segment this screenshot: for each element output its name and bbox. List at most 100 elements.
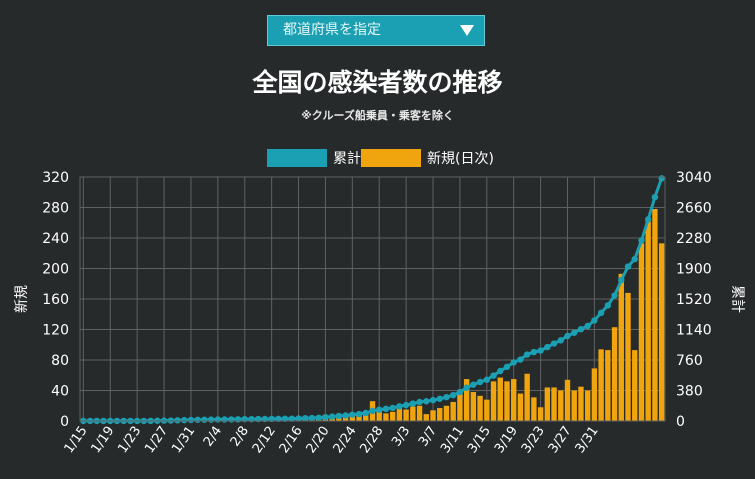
cumulative-point	[456, 388, 464, 396]
new-cases-bar	[625, 292, 631, 421]
y-left-tick-label: 80	[51, 353, 69, 369]
cumulative-point	[214, 416, 222, 423]
new-cases-bar	[558, 390, 564, 421]
cumulative-point	[402, 401, 410, 409]
x-tick-label: 1/27	[142, 424, 171, 457]
legend-label: 新規(日次)	[427, 151, 494, 167]
cumulative-point	[369, 407, 376, 415]
cumulative-line	[80, 175, 665, 425]
new-cases-bar	[537, 407, 544, 421]
prefecture-selector[interactable]: 都道府県を指定	[267, 15, 485, 46]
triangle-down-icon	[460, 25, 474, 36]
cumulative-point	[591, 317, 598, 324]
cumulative-point	[207, 416, 215, 423]
new-cases-bar	[484, 399, 490, 421]
y-left-tick-label: 280	[42, 201, 69, 217]
y-left-tick-label: 240	[42, 231, 69, 247]
cumulative-point	[530, 348, 538, 356]
new-cases-bar	[430, 410, 436, 421]
cumulative-point	[517, 356, 524, 363]
cumulative-point	[470, 381, 477, 388]
new-cases-bar	[457, 392, 463, 421]
y-left-tick-label: 120	[42, 323, 69, 339]
new-cases-bar	[389, 411, 396, 421]
cumulative-point	[308, 414, 316, 422]
x-tick-label: 2/16	[277, 424, 306, 457]
legend-swatch	[267, 149, 327, 167]
new-cases-bar	[658, 243, 665, 421]
cumulative-point	[631, 255, 638, 263]
new-cases-bar	[531, 397, 537, 421]
cumulative-point	[476, 378, 484, 386]
cumulative-point	[436, 395, 443, 402]
cumulative-point	[416, 398, 423, 406]
new-cases-bar	[383, 413, 389, 421]
x-tick-label: 2/20	[304, 424, 333, 457]
plot-frame	[79, 176, 666, 422]
y-left-tick-label: 160	[42, 292, 69, 308]
new-cases-bar	[450, 401, 456, 421]
page-title: 全国の感染者数の推移	[252, 68, 503, 97]
new-cases-bar	[584, 390, 591, 421]
cumulative-point	[355, 410, 363, 418]
cumulative-point	[275, 415, 282, 423]
new-cases-bar	[591, 368, 598, 421]
cumulative-point	[174, 417, 181, 424]
new-cases-bar	[544, 387, 551, 421]
cumulative-point	[571, 329, 578, 336]
new-cases-bar	[477, 395, 483, 421]
legend: 累計 新規(日次)	[267, 149, 494, 167]
new-cases-bar	[517, 393, 524, 421]
y-right-tick-label: 3040	[676, 170, 712, 186]
y-right-tick-label: 760	[676, 353, 703, 369]
y-right-tick-label: 380	[676, 384, 703, 400]
x-tick-label: 1/31	[169, 424, 198, 457]
new-cases-bar	[605, 350, 611, 421]
prefecture-selector-label: 都道府県を指定	[283, 22, 381, 38]
grid	[80, 176, 665, 422]
cumulative-point	[322, 413, 329, 421]
cumulative-point	[362, 409, 369, 417]
cumulative-point	[564, 332, 571, 340]
cumulative-point	[396, 403, 403, 410]
new-cases-bar	[490, 381, 497, 421]
new-cases-bar	[618, 273, 624, 421]
y-left-tick-label: 0	[60, 414, 69, 430]
y-right-tick-label: 2660	[676, 201, 712, 217]
cumulative-point	[389, 404, 396, 412]
page-subtitle: ※クルーズ船乗員・乗客を除く	[301, 109, 454, 122]
new-cases-bar	[511, 379, 517, 421]
new-cases-bar	[342, 416, 349, 421]
cumulative-point	[228, 416, 235, 423]
x-tick-label: 1/23	[115, 424, 144, 457]
new-cases-bar	[437, 408, 443, 421]
cumulative-point	[302, 414, 309, 422]
cumulative-point	[234, 416, 242, 423]
new-cases-bar	[632, 350, 638, 421]
cumulative-point	[429, 396, 437, 404]
new-cases-bar	[564, 379, 571, 421]
x-tick-label: 3/31	[573, 424, 602, 457]
cumulative-point	[651, 193, 659, 201]
cumulative-point	[328, 413, 336, 420]
legend-label: 累計	[333, 151, 361, 167]
new-cases-bar	[396, 405, 403, 421]
cumulative-point	[281, 415, 289, 422]
cumulative-point	[483, 376, 491, 383]
y-right-tick-label: 1900	[676, 262, 712, 278]
cumulative-point	[618, 276, 625, 284]
cumulative-point	[490, 372, 497, 379]
new-cases-bar	[551, 387, 557, 421]
y-left-tick-label: 40	[51, 384, 69, 400]
legend-swatch	[361, 149, 421, 167]
cumulative-point	[194, 416, 201, 423]
new-cases-bar	[638, 243, 645, 421]
x-tick-label: 2/24	[331, 424, 360, 457]
cumulative-point	[449, 391, 457, 399]
x-tick-label: 3/11	[438, 424, 467, 457]
x-tick-label: 3/27	[546, 424, 575, 457]
new-cases-bar	[598, 349, 604, 421]
new-cases-bar	[356, 414, 362, 421]
y-left-tick-label: 320	[42, 170, 69, 186]
new-cases-bar	[410, 406, 416, 421]
